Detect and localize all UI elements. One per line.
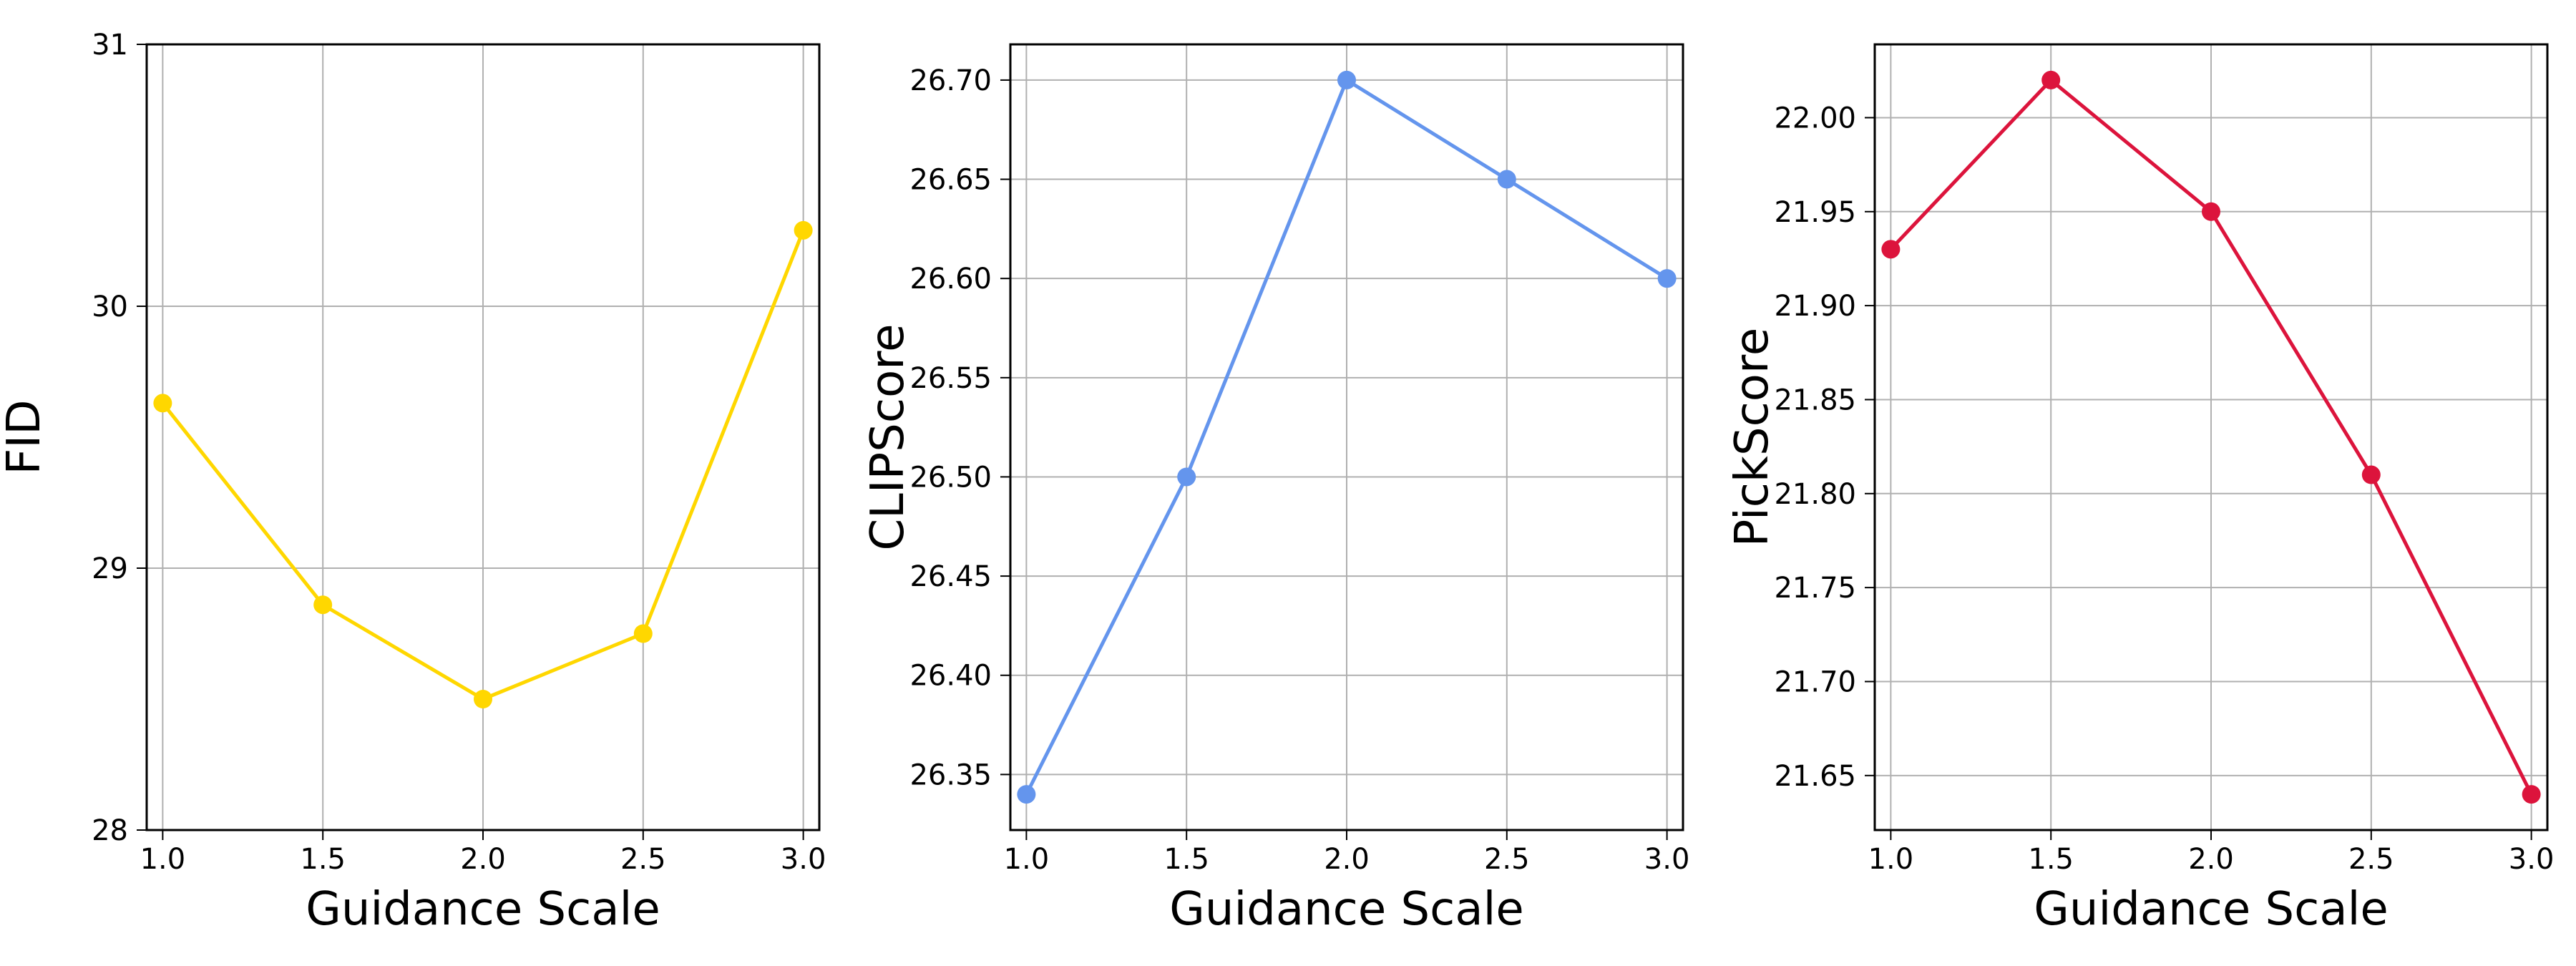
y-tick-label: 21.85 <box>1774 384 1856 416</box>
y-tick-label: 31 <box>92 29 128 62</box>
x-axis-label: Guidance Scale <box>1169 883 1523 936</box>
chart-panel-3: 1.0 1.5 2.0 2.5 3.0 21.65 21.70 21.75 21.80 21.85… <box>1726 43 2555 936</box>
data-point <box>474 690 492 708</box>
data-point <box>1497 170 1516 189</box>
y-tick-label: 26.70 <box>909 64 992 97</box>
x-tick-label: 2.5 <box>2348 843 2394 876</box>
data-point <box>1337 70 1356 89</box>
axes-frame <box>1009 43 1684 831</box>
x-tick-label: 2.0 <box>460 843 506 876</box>
x-tick-label: 1.5 <box>1163 843 1209 876</box>
y-tick-label: 21.65 <box>1774 760 1856 793</box>
chart-panel-1: 1.0 1.5 2.0 2.5 3.0 28 29 30 31 Guidance Scale FID <box>0 29 826 936</box>
data-point <box>1881 240 1901 259</box>
x-tick-label: 2.5 <box>620 843 666 876</box>
x-tick-label: 2.5 <box>1484 843 1530 876</box>
y-tick-label: 26.35 <box>909 758 992 791</box>
axes-frame <box>145 43 821 831</box>
data-point <box>2361 465 2381 484</box>
data-point <box>633 624 653 643</box>
data-point <box>313 595 333 615</box>
y-tick-label: 26.50 <box>909 461 992 494</box>
y-tick-label: 26.60 <box>909 263 992 296</box>
y-tick-label: 29 <box>92 552 128 585</box>
y-tick-label: 21.95 <box>1774 196 1856 229</box>
x-axis-label: Guidance Scale <box>306 883 660 936</box>
x-tick-label: 1.0 <box>140 843 186 876</box>
chart-panel-2: 1.0 1.5 2.0 2.5 3.0 26.35 26.40 26.45 26.50 26.55… <box>862 43 1690 936</box>
y-tick-label: 26.40 <box>909 660 992 693</box>
y-tick-label: 26.65 <box>909 164 992 197</box>
y-tick-label: 30 <box>92 291 128 323</box>
data-point <box>794 220 813 240</box>
x-tick-label: 1.0 <box>1868 843 1914 876</box>
data-point <box>153 394 172 413</box>
y-tick-label: 21.80 <box>1774 478 1856 511</box>
y-tick-label: 26.45 <box>909 560 992 593</box>
x-tick-label: 3.0 <box>781 843 826 876</box>
x-tick-label: 2.0 <box>2188 843 2234 876</box>
x-tick-label: 1.0 <box>1004 843 1050 876</box>
y-tick-label: 21.75 <box>1774 572 1856 605</box>
y-tick-label: 22.00 <box>1774 102 1856 135</box>
x-tick-label: 1.5 <box>2028 843 2074 876</box>
data-point <box>1017 785 1036 804</box>
x-tick-label: 2.0 <box>1324 843 1370 876</box>
data-point <box>2041 70 2061 89</box>
data-point <box>2202 202 2220 221</box>
x-tick-label: 3.0 <box>2509 843 2555 876</box>
x-tick-label: 3.0 <box>1644 843 1690 876</box>
data-point <box>1177 467 1196 487</box>
y-tick-label: 26.55 <box>909 362 992 395</box>
y-tick-label: 28 <box>92 814 128 847</box>
x-tick-label: 1.5 <box>300 843 346 876</box>
y-tick-label: 21.70 <box>1774 665 1856 698</box>
data-point <box>1657 269 1677 288</box>
data-point <box>2522 785 2541 804</box>
y-tick-label: 21.90 <box>1774 290 1856 323</box>
y-axis-label: PickScore <box>1726 328 1779 547</box>
x-axis-label: Guidance Scale <box>2034 883 2388 936</box>
y-axis-label: CLIPScore <box>862 323 914 550</box>
y-axis-label: FID <box>0 400 51 475</box>
axes-frame <box>1873 43 2549 831</box>
